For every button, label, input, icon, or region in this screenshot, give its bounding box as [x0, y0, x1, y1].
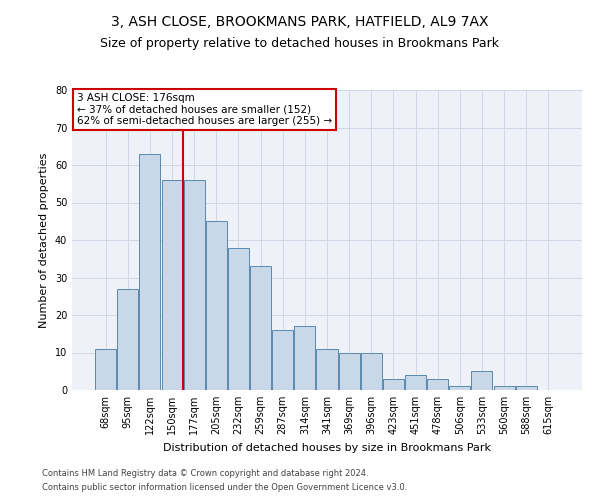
X-axis label: Distribution of detached houses by size in Brookmans Park: Distribution of detached houses by size … — [163, 442, 491, 452]
Bar — [95, 349, 116, 390]
Text: Contains HM Land Registry data © Crown copyright and database right 2024.: Contains HM Land Registry data © Crown c… — [42, 468, 368, 477]
Bar — [139, 154, 160, 390]
Bar — [383, 379, 404, 390]
Y-axis label: Number of detached properties: Number of detached properties — [39, 152, 49, 328]
Bar — [272, 330, 293, 390]
Bar — [295, 326, 316, 390]
Bar — [515, 386, 536, 390]
Bar — [449, 386, 470, 390]
Bar — [494, 386, 515, 390]
Bar — [472, 371, 493, 390]
Bar — [338, 352, 359, 390]
Bar — [250, 266, 271, 390]
Bar — [361, 352, 382, 390]
Bar — [427, 379, 448, 390]
Bar — [161, 180, 182, 390]
Text: 3, ASH CLOSE, BROOKMANS PARK, HATFIELD, AL9 7AX: 3, ASH CLOSE, BROOKMANS PARK, HATFIELD, … — [111, 15, 489, 29]
Text: Contains public sector information licensed under the Open Government Licence v3: Contains public sector information licen… — [42, 484, 407, 492]
Text: Size of property relative to detached houses in Brookmans Park: Size of property relative to detached ho… — [101, 38, 499, 51]
Text: 3 ASH CLOSE: 176sqm
← 37% of detached houses are smaller (152)
62% of semi-detac: 3 ASH CLOSE: 176sqm ← 37% of detached ho… — [77, 93, 332, 126]
Bar — [184, 180, 205, 390]
Bar — [405, 375, 426, 390]
Bar — [228, 248, 249, 390]
Bar — [206, 221, 227, 390]
Bar — [118, 289, 139, 390]
Bar — [316, 349, 338, 390]
